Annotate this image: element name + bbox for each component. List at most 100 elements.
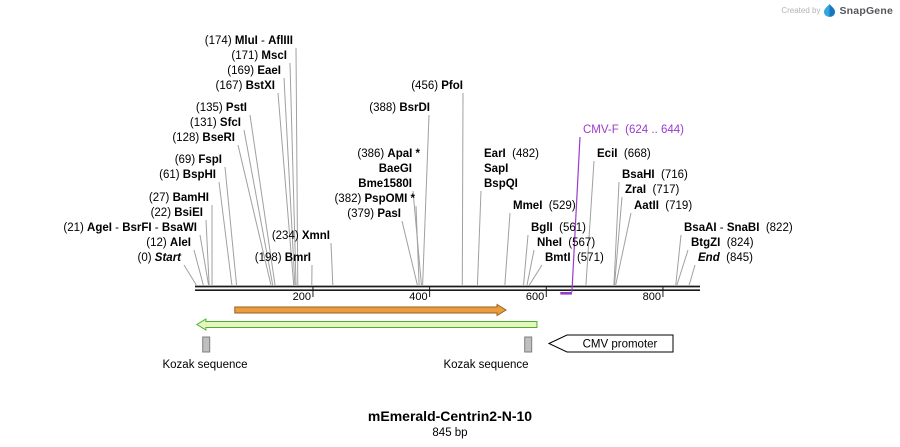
enzyme-name: AleI: [169, 237, 191, 249]
site-zrai[interactable]: ZraI (717): [625, 184, 679, 197]
site-position: (717): [646, 184, 680, 196]
site-position: CMV-F: [583, 124, 619, 136]
site-position: (456): [411, 80, 442, 92]
enzyme-name: Start: [154, 252, 181, 264]
enzyme-name: SfcI: [219, 117, 241, 129]
site-bamhi[interactable]: (27) BamHI: [149, 192, 209, 205]
site-bmti[interactable]: BmtI (571): [545, 252, 604, 265]
enzyme-name: BaeGI: [378, 163, 412, 175]
site-pspomi[interactable]: (382) PspOMI *: [334, 193, 415, 206]
enzyme-name: ApaI: [387, 148, 413, 160]
site-pointer-line: [218, 181, 233, 286]
sequence-start[interactable]: (0) Start: [138, 252, 181, 265]
feature-arrow-orange[interactable]: [234, 303, 507, 317]
site-mmei[interactable]: MmeI (529): [513, 200, 576, 213]
feature-arrow-cmv-promoter[interactable]: [195, 318, 538, 331]
site-aatii[interactable]: AatII (719): [634, 200, 692, 213]
site-bsahi[interactable]: BsaHI (716): [622, 169, 688, 182]
site-eaei[interactable]: (169) EaeI: [227, 65, 281, 78]
site-bsrdi[interactable]: (388) BsrDI: [369, 102, 430, 115]
site-pointer-line: [249, 114, 276, 286]
site-position: (668): [617, 148, 651, 160]
site-xmni[interactable]: (234) XmnI: [272, 230, 330, 243]
site-pointer-line: [676, 249, 689, 286]
site-agei-bsrfi-bsawi[interactable]: (21) AgeI - BsrFI - BsaWI: [63, 222, 197, 235]
enzyme-name: XmnI: [301, 230, 330, 242]
site-pointer-line: [688, 264, 696, 286]
site-pointer-line: [243, 129, 274, 286]
site-bgli[interactable]: BglI (561): [531, 222, 586, 235]
site-position: (567): [561, 237, 596, 249]
enzyme-name: EarI: [484, 148, 506, 160]
enzyme-name: Bme1580I: [358, 178, 412, 190]
enzyme-name: PfoI: [441, 80, 463, 92]
site-sapi[interactable]: SapI: [484, 163, 508, 176]
site-nhei[interactable]: NheI (567): [537, 237, 595, 250]
primer-cmv-f[interactable]: CMV-F (624 .. 644): [583, 124, 684, 137]
site-psti[interactable]: (135) PstI: [196, 102, 247, 115]
enzyme-name: MluI: [234, 35, 258, 47]
site-position: (61): [159, 169, 183, 181]
site-bsiei[interactable]: (22) BsiEI: [151, 207, 203, 220]
enzyme-name: BsrFI: [122, 222, 152, 234]
enzyme-name: PstI: [225, 102, 247, 114]
site-position: (561): [552, 222, 586, 234]
enzyme-name: BseRI: [202, 132, 235, 144]
snapgene-logo-text[interactable]: SnapGene: [839, 4, 893, 17]
enzyme-name: EciI: [597, 148, 618, 160]
site-pasi[interactable]: (379) PasI: [347, 208, 401, 221]
primer-bar-cmv-f[interactable]: [560, 292, 572, 295]
site-ecii[interactable]: EciI (668): [597, 148, 651, 161]
enzyme-name: PspOMI: [364, 193, 408, 205]
site-position: (12): [146, 237, 170, 249]
site-position: (27): [148, 192, 173, 204]
site-eari[interactable]: EarI (482): [484, 148, 539, 161]
map-title-block: mEmerald-Centrin2-N-10 845 bp: [0, 408, 900, 439]
created-by-text: Created by: [781, 6, 821, 15]
site-pointer-line: [504, 212, 511, 286]
enzyme-name: BglI: [531, 222, 553, 234]
site-pointer-line: [237, 144, 272, 286]
site-bsaai-snabi[interactable]: BsaAI - SnaBI (822): [684, 222, 793, 235]
enzyme-name: *: [412, 148, 420, 160]
enzyme-name: BstXI: [245, 80, 275, 92]
site-position: (719): [658, 200, 693, 212]
cmv-promoter-callout[interactable]: [547, 334, 674, 353]
site-pointer-line: [401, 220, 418, 286]
sequence-end[interactable]: End (845): [698, 252, 753, 265]
site-pointer-line: [585, 160, 595, 286]
site-bspqi[interactable]: BspQI: [484, 178, 518, 191]
site-pointer-line: [183, 264, 197, 286]
site-position: (824): [720, 237, 754, 249]
site-btgzi[interactable]: BtgZI (824): [691, 237, 754, 250]
site-bseri[interactable]: (128) BseRI: [172, 132, 235, 145]
site-pointer-line: [283, 77, 296, 286]
kozak-box-1[interactable]: [202, 336, 211, 353]
site-pointer-line: [224, 166, 238, 286]
site-fspi[interactable]: (69) FspI: [175, 154, 222, 167]
site-pointer-line: [476, 190, 482, 286]
site-apai[interactable]: (386) ApaI *: [357, 148, 420, 161]
site-position: (69): [174, 154, 199, 166]
snapgene-logo-icon: [824, 4, 836, 17]
kozak-box-2[interactable]: [524, 336, 533, 353]
enzyme-name: FspI: [198, 154, 222, 166]
site-bme1580i[interactable]: Bme1580I: [358, 178, 412, 191]
enzyme-name: BmtI: [545, 252, 571, 264]
site-alei[interactable]: (12) AleI: [146, 237, 191, 250]
site-bmri[interactable]: (198) BmrI: [255, 252, 311, 265]
site-msci[interactable]: (171) MscI: [231, 50, 287, 63]
site-bstxi[interactable]: (167) BstXI: [216, 80, 275, 93]
site-pointer-line: [199, 234, 210, 286]
site-position: (624 .. 644): [618, 124, 684, 136]
site-baegi[interactable]: BaeGI: [379, 163, 412, 176]
site-position: (171): [231, 50, 262, 62]
site-sfci[interactable]: (131) SfcI: [190, 117, 241, 130]
site-bsphi[interactable]: (61) BspHI: [159, 169, 216, 182]
site-pointer-line: [422, 114, 430, 286]
site-pointer-line: [615, 212, 632, 286]
enzyme-name: MmeI: [513, 200, 543, 212]
site-pfoi[interactable]: (456) PfoI: [411, 80, 463, 93]
site-mlui-afliii[interactable]: (174) MluI - AflIII: [205, 35, 293, 48]
